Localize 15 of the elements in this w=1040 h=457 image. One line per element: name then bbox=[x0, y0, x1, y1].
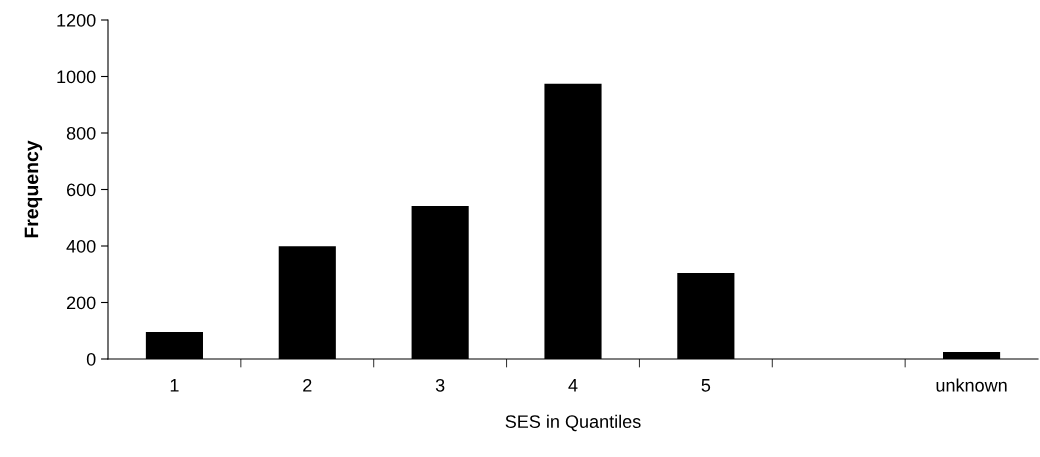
x-tick-label: 4 bbox=[568, 379, 578, 392]
x-tick-label: 3 bbox=[435, 378, 445, 392]
y-tick-label: 1200 bbox=[57, 13, 96, 27]
y-tick-label: 800 bbox=[66, 126, 96, 140]
y-axis-title: Frequency bbox=[24, 140, 43, 238]
y-tick-label: 600 bbox=[66, 183, 96, 197]
x-tick-label: 5 bbox=[701, 379, 711, 392]
y-tick-label: 400 bbox=[66, 239, 96, 253]
x-axis-title: SES in Quantiles bbox=[505, 414, 641, 432]
y-tick-label: 200 bbox=[66, 296, 96, 310]
x-tick-label: 1 bbox=[170, 379, 179, 392]
x-tick-label: unknown bbox=[936, 378, 1007, 392]
y-tick-label: 0 bbox=[86, 352, 96, 366]
x-tick-label: 2 bbox=[303, 378, 312, 392]
y-tick-label: 1000 bbox=[57, 70, 96, 84]
